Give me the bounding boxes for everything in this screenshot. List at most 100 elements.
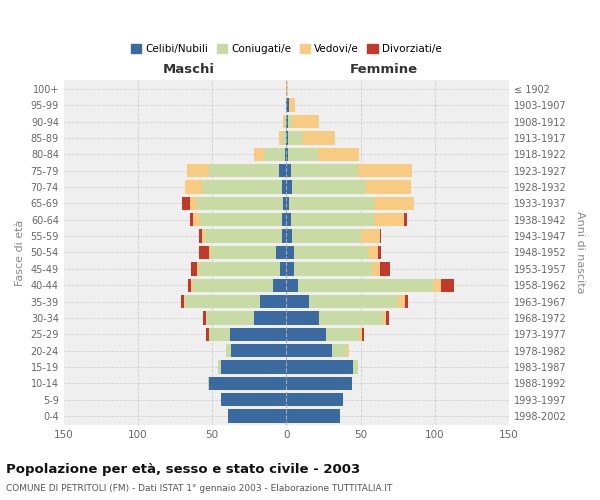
Bar [218,360,221,374]
Bar [188,278,191,292]
Bar [254,148,264,161]
Bar [286,98,289,112]
Bar [273,278,286,292]
Bar [308,295,398,308]
Bar [206,311,254,324]
Bar [264,148,285,161]
Bar [302,131,335,144]
Bar [221,360,286,374]
Bar [398,295,405,308]
Bar [286,393,343,406]
Bar [209,164,279,177]
Bar [279,164,286,177]
Bar [187,164,209,177]
Bar [286,82,288,96]
Bar [288,131,302,144]
Bar [185,180,202,194]
Bar [185,295,260,308]
Bar [286,410,340,423]
Bar [184,295,185,308]
Bar [380,262,390,276]
Bar [286,180,292,194]
Bar [288,148,317,161]
Bar [232,344,286,358]
Bar [208,376,209,390]
Bar [285,148,286,161]
Bar [289,98,295,112]
Bar [206,328,209,341]
Bar [292,180,367,194]
Bar [279,131,282,144]
Bar [229,410,286,423]
Bar [294,246,368,259]
Bar [292,230,361,243]
Bar [283,196,286,210]
Text: Maschi: Maschi [163,64,214,76]
Bar [291,213,374,226]
Bar [226,344,232,358]
Bar [291,164,358,177]
Bar [286,164,291,177]
Bar [209,376,286,390]
Text: COMUNE DI PETRITOLI (FM) - Dati ISTAT 1° gennaio 2003 - Elaborazione TUTTITALIA.: COMUNE DI PETRITOLI (FM) - Dati ISTAT 1°… [6,484,392,493]
Bar [288,115,292,128]
Bar [282,131,286,144]
Bar [181,295,184,308]
Bar [286,360,353,374]
Bar [405,295,408,308]
Bar [221,393,286,406]
Bar [286,148,288,161]
Bar [280,262,286,276]
Bar [368,246,379,259]
Bar [362,328,364,341]
Bar [386,311,389,324]
Bar [326,328,359,341]
Y-axis label: Anni di nascita: Anni di nascita [575,211,585,294]
Bar [319,311,383,324]
Bar [332,344,347,358]
Bar [286,115,288,128]
Bar [440,278,454,292]
Bar [374,213,404,226]
Bar [373,262,380,276]
Bar [203,311,206,324]
Bar [358,164,412,177]
Bar [367,180,411,194]
Bar [286,230,292,243]
Bar [359,328,362,341]
Bar [197,196,283,210]
Bar [353,360,358,374]
Bar [374,196,414,210]
Bar [404,213,407,226]
Bar [317,148,359,161]
Bar [260,295,286,308]
Legend: Celibi/Nubili, Coniugati/e, Vedovi/e, Divorziati/e: Celibi/Nubili, Coniugati/e, Vedovi/e, Di… [127,40,446,58]
Bar [298,278,433,292]
Bar [286,131,288,144]
Bar [209,328,230,341]
Bar [383,311,386,324]
Bar [379,246,382,259]
Bar [230,328,286,341]
Bar [254,311,286,324]
Bar [205,230,282,243]
Text: Femmine: Femmine [350,64,418,76]
Bar [276,246,286,259]
Bar [286,328,326,341]
Bar [286,295,308,308]
Bar [380,230,382,243]
Bar [294,262,373,276]
Bar [199,246,209,259]
Bar [209,246,211,259]
Bar [289,196,374,210]
Bar [286,196,289,210]
Bar [286,278,298,292]
Bar [190,196,197,210]
Y-axis label: Fasce di età: Fasce di età [15,220,25,286]
Bar [286,262,294,276]
Bar [292,115,319,128]
Bar [286,344,332,358]
Bar [199,230,202,243]
Bar [182,196,190,210]
Bar [433,278,440,292]
